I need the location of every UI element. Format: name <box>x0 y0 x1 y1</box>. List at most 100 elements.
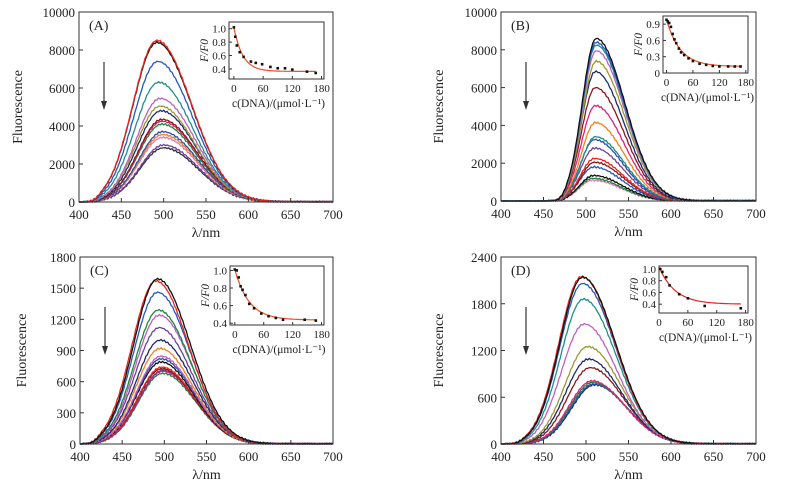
panel-label: (C) <box>90 264 109 279</box>
inset-x-tick-label: 60 <box>258 83 270 95</box>
y-tick-label: 1200 <box>50 312 76 327</box>
inset-data-point-14 <box>711 64 715 68</box>
y-tick-label: 1800 <box>50 250 76 265</box>
inset-data-point-13 <box>314 71 318 75</box>
inset-data-point-2 <box>664 275 668 279</box>
inset-data-point-8 <box>269 65 272 69</box>
inset-data-point-7 <box>677 47 681 50</box>
inset-data-point-0 <box>233 268 237 271</box>
panel-label: (A) <box>89 19 109 34</box>
x-tick-label: 600 <box>661 449 681 464</box>
inset-y-tick-label: 0.9 <box>646 19 660 31</box>
inset-y-tick-label: 0.6 <box>646 35 660 47</box>
x-tick-label: 400 <box>491 449 511 464</box>
inset-y-tick-label: 1.0 <box>213 265 227 277</box>
inset-data-point-4 <box>241 288 244 292</box>
inset-y-tick-label: 0.8 <box>212 37 226 49</box>
inset-data-point-6 <box>247 302 251 306</box>
inset-x-tick-label: 0 <box>232 329 238 341</box>
y-tick-label: 4000 <box>49 119 75 134</box>
inset-data-point-12 <box>305 70 309 73</box>
inset-y-tick-label: 1.0 <box>212 24 226 36</box>
x-axis-label: λ/nm <box>192 468 221 483</box>
inset-data-point-5 <box>249 60 253 63</box>
inset-data-point-5 <box>686 297 690 300</box>
inset-data-point-16 <box>726 65 730 68</box>
inset-data-point-12 <box>698 62 701 66</box>
inset-y-axis-label: F/F0 <box>633 33 645 57</box>
inset-x-tick-label: 180 <box>738 77 755 89</box>
y-tick-label: 1200 <box>471 344 497 359</box>
inset-x-tick-label: 120 <box>284 83 301 95</box>
inset: 0 60 120 180 0 0.3 0.6 0.9 c(DNA)/(μmol·L⁻¹) F/F0 <box>633 15 755 104</box>
y-tick-label: 2000 <box>49 157 75 172</box>
inset-data-point-6 <box>703 304 707 308</box>
inset-x-tick-label: 0 <box>656 317 662 329</box>
inset-data-point-6 <box>254 61 258 65</box>
inset-x-tick-label: 180 <box>313 329 330 341</box>
inset-data-point-4 <box>677 292 681 296</box>
series-line-7 <box>500 366 756 445</box>
y-tick-label: 0 <box>491 194 498 209</box>
panel-label: (D) <box>511 264 531 279</box>
inset-x-axis-label: c(DNA)/(μmol·L⁻¹) <box>233 344 326 356</box>
inset-data-point-7 <box>739 307 743 310</box>
inset-data-point-5 <box>673 38 676 41</box>
inset-y-tick-label: 0.6 <box>642 287 656 299</box>
inset-data-point-5 <box>244 293 247 297</box>
y-tick-label: 600 <box>478 390 498 405</box>
inset-frame <box>229 265 325 326</box>
inset-data-point-1 <box>666 20 670 23</box>
inset-data-point-11 <box>691 59 695 63</box>
inset-data-point-3 <box>668 284 671 287</box>
inset-data-point-9 <box>682 53 686 57</box>
inset-data-point-8 <box>679 51 683 54</box>
x-tick-label: 700 <box>746 206 766 221</box>
inset-data-point-1 <box>234 35 237 39</box>
x-tick-label: 500 <box>155 449 175 464</box>
inset-data-point-8 <box>260 312 263 315</box>
inset-data-point-2 <box>237 276 240 279</box>
inset-x-tick-label: 60 <box>687 77 699 89</box>
inset-data-point-13 <box>314 319 318 322</box>
series-line-6 <box>500 357 757 445</box>
inset-x-tick-label: 180 <box>313 83 330 95</box>
inset-data-point-17 <box>733 65 737 68</box>
inset-data-point-2 <box>235 44 239 47</box>
y-tick-label: 900 <box>57 344 77 359</box>
x-tick-label: 450 <box>534 449 554 464</box>
inset-data-point-0 <box>665 18 668 22</box>
y-tick-label: 0 <box>69 195 76 210</box>
y-axis-label: Fluorescence <box>11 70 26 144</box>
inset-y-tick-label: 0 <box>655 68 661 80</box>
arrow-down-icon <box>523 346 529 355</box>
inset: 0 60 120 1800.40.60.81.0c(DNA)/(μmol·L⁻¹)F/… <box>199 21 330 110</box>
x-tick-label: 650 <box>704 206 724 221</box>
inset-y-tick-label: 0.8 <box>213 283 227 295</box>
x-tick-label: 400 <box>69 207 89 222</box>
inset-data-point-0 <box>658 267 662 271</box>
inset-y-tick-label: 0.6 <box>212 51 226 63</box>
inset: 0 60 120 1800.40.60.81.0c(DNA)/(μmol·L⁻¹)F/… <box>200 265 330 356</box>
y-axis-label: Fluorescence <box>432 70 447 144</box>
y-tick-label: 1800 <box>471 297 497 312</box>
x-tick-label: 500 <box>576 206 596 221</box>
x-axis-label: λ/nm <box>614 468 643 483</box>
inset-data-point-1 <box>661 270 664 274</box>
inset-data-point-9 <box>267 314 270 318</box>
arrow-down-icon <box>101 101 107 110</box>
inset-data-point-10 <box>687 57 690 60</box>
y-tick-label: 300 <box>57 406 77 421</box>
series-line-4 <box>78 97 334 203</box>
x-tick-label: 400 <box>70 449 90 464</box>
inset-data-point-6 <box>674 41 678 45</box>
inset-data-point-4 <box>242 55 245 59</box>
inset-data-point-11 <box>291 68 294 71</box>
x-tick-label: 600 <box>239 207 259 222</box>
inset-y-tick-label: 0.3 <box>646 52 660 64</box>
inset-x-tick-label: 120 <box>284 329 301 341</box>
inset-x-tick-label: 0 <box>231 83 237 95</box>
inset-data-point-2 <box>667 21 671 25</box>
inset-y-tick-label: 0.4 <box>212 64 226 76</box>
y-tick-label: 6000 <box>471 81 497 96</box>
